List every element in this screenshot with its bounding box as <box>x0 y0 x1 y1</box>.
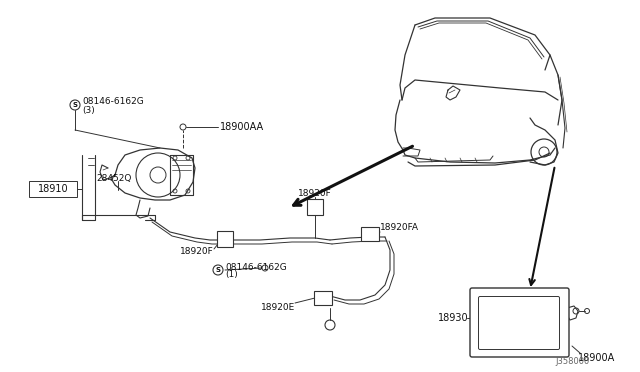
Text: 18920F: 18920F <box>298 189 332 198</box>
Text: 18920FA: 18920FA <box>380 224 419 232</box>
Text: 18900AA: 18900AA <box>220 122 264 132</box>
FancyBboxPatch shape <box>479 296 559 350</box>
FancyBboxPatch shape <box>217 231 233 247</box>
FancyBboxPatch shape <box>307 199 323 215</box>
FancyBboxPatch shape <box>29 181 77 197</box>
Circle shape <box>213 265 223 275</box>
FancyBboxPatch shape <box>470 288 569 357</box>
Text: 28452Q: 28452Q <box>96 173 131 183</box>
FancyBboxPatch shape <box>361 227 379 241</box>
Text: J358000: J358000 <box>556 357 590 366</box>
Text: 18930: 18930 <box>438 313 468 323</box>
Text: 18910: 18910 <box>38 184 68 194</box>
Text: 08146-6162G: 08146-6162G <box>82 97 144 106</box>
Text: 18920F: 18920F <box>180 247 214 257</box>
Text: (1): (1) <box>225 270 237 279</box>
Text: 08146-6162G: 08146-6162G <box>225 263 287 272</box>
FancyBboxPatch shape <box>314 291 332 305</box>
Text: 18920E: 18920E <box>260 302 295 311</box>
Circle shape <box>70 100 80 110</box>
Text: 18900A: 18900A <box>578 353 615 363</box>
Text: S: S <box>72 102 77 108</box>
Text: (3): (3) <box>82 106 95 115</box>
Text: S: S <box>216 267 221 273</box>
